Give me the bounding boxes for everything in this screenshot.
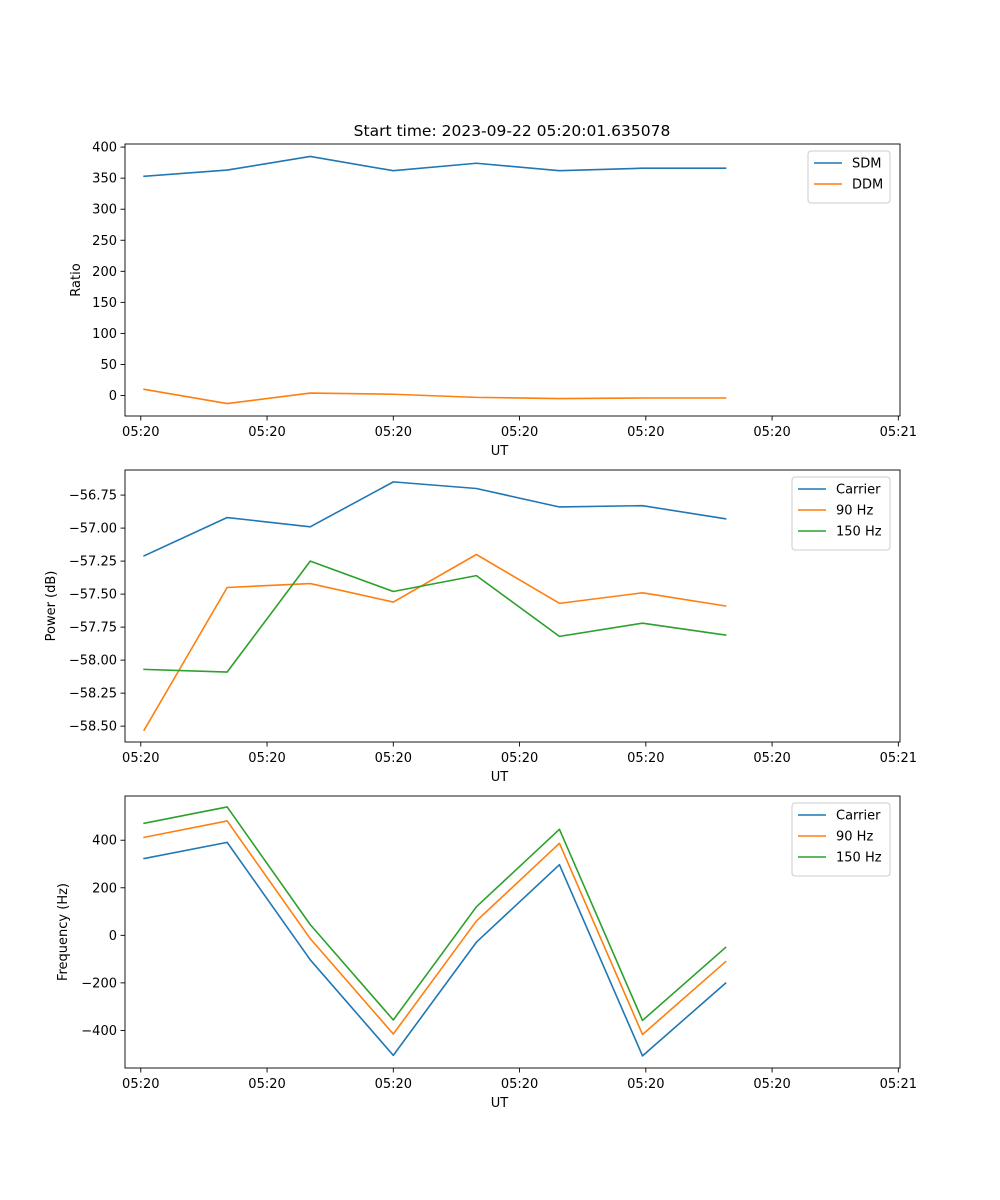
x-tick-label: 05:20 [753, 751, 790, 766]
x-tick-label: 05:20 [375, 425, 412, 440]
y-axis-label: Ratio [69, 263, 84, 296]
y-tick-label: −58.50 [69, 720, 117, 735]
y-tick-label: −57.00 [69, 522, 117, 537]
x-tick-label: 05:20 [501, 751, 538, 766]
legend-label: 90 Hz [836, 830, 873, 845]
series-line-carrier [143, 481, 727, 557]
y-tick-label: −400 [81, 1024, 117, 1039]
legend-label: 150 Hz [836, 851, 882, 866]
y-tick-label: −58.25 [69, 687, 117, 702]
x-tick-label: 05:20 [122, 751, 159, 766]
y-tick-label: −57.25 [69, 555, 117, 570]
y-tick-label: 100 [92, 327, 117, 342]
axes-frame [124, 469, 901, 743]
x-tick-label: 05:20 [627, 1077, 664, 1092]
legend-label: SDM [852, 157, 881, 172]
legend-label: DDM [852, 178, 883, 193]
y-tick-label: 300 [92, 203, 117, 218]
y-tick-label: 50 [100, 358, 117, 373]
y-tick-label: 0 [109, 929, 117, 944]
series-line-sdm [143, 155, 727, 178]
legend: Carrier 90 Hz 150 Hz [791, 476, 891, 551]
x-tick-label: 05:20 [627, 425, 664, 440]
series-line-150-hz [143, 560, 727, 673]
y-axis-label: Frequency (Hz) [56, 883, 71, 981]
x-tick-label: 05:20 [501, 425, 538, 440]
x-tick-label: 05:21 [880, 425, 917, 440]
series-line-150-hz [143, 806, 727, 1022]
series-line-90-hz [143, 820, 727, 1036]
y-tick-label: 150 [92, 296, 117, 311]
series-line-ddm [143, 388, 727, 405]
legend-label: 150 Hz [836, 525, 882, 540]
y-tick-label: −58.00 [69, 654, 117, 669]
x-tick-label: 05:20 [375, 751, 412, 766]
y-tick-label: 400 [92, 834, 117, 849]
x-tick-label: 05:20 [375, 1077, 412, 1092]
x-tick-label: 05:20 [122, 425, 159, 440]
legend: Carrier 90 Hz 150 Hz [791, 802, 891, 877]
axes-frame [124, 143, 901, 417]
y-tick-label: 200 [92, 881, 117, 896]
x-tick-label: 05:20 [501, 1077, 538, 1092]
legend-label: 90 Hz [836, 504, 873, 519]
x-tick-label: 05:20 [753, 425, 790, 440]
x-tick-label: 05:20 [248, 425, 285, 440]
y-axis-label: Power (dB) [44, 571, 59, 642]
y-tick-label: −200 [81, 976, 117, 991]
x-axis-label: UT [491, 770, 509, 785]
y-tick-label: 200 [92, 265, 117, 280]
x-tick-label: 05:20 [248, 751, 285, 766]
y-tick-label: −57.75 [69, 621, 117, 636]
x-axis-label: UT [491, 444, 509, 459]
subplot-3: 05:20 05:20 05:20 05:20 05:20 05:20 05:21 −400 −… [56, 795, 917, 1111]
legend-label: Carrier [836, 809, 881, 824]
x-tick-label: 05:20 [627, 751, 664, 766]
x-axis-label: UT [491, 1096, 509, 1111]
legend: SDM DDM [807, 150, 891, 204]
subplots: 05:20 05:20 05:20 05:20 05:20 05:20 05:21 0 50 10… [44, 141, 917, 1111]
axes-frame [124, 795, 901, 1069]
y-tick-label: 400 [92, 141, 117, 156]
x-tick-label: 05:20 [248, 1077, 285, 1092]
y-tick-label: 0 [109, 389, 117, 404]
x-tick-label: 05:21 [880, 751, 917, 766]
y-tick-label: −56.75 [69, 489, 117, 504]
y-tick-label: 250 [92, 234, 117, 249]
legend-box [807, 150, 891, 204]
legend-label: Carrier [836, 483, 881, 498]
series-line-90-hz [143, 553, 727, 732]
x-tick-label: 05:21 [880, 1077, 917, 1092]
y-tick-label: 350 [92, 172, 117, 187]
x-tick-label: 05:20 [122, 1077, 159, 1092]
subplot-2: 05:20 05:20 05:20 05:20 05:20 05:20 05:21 −58.5… [44, 469, 917, 785]
figure-title: Start time: 2023-09-22 05:20:01.635078 [354, 122, 671, 140]
y-tick-label: −57.50 [69, 588, 117, 603]
subplot-1: 05:20 05:20 05:20 05:20 05:20 05:20 05:21 0 50 10… [69, 141, 917, 459]
x-tick-label: 05:20 [753, 1077, 790, 1092]
series-line-carrier [143, 841, 727, 1057]
